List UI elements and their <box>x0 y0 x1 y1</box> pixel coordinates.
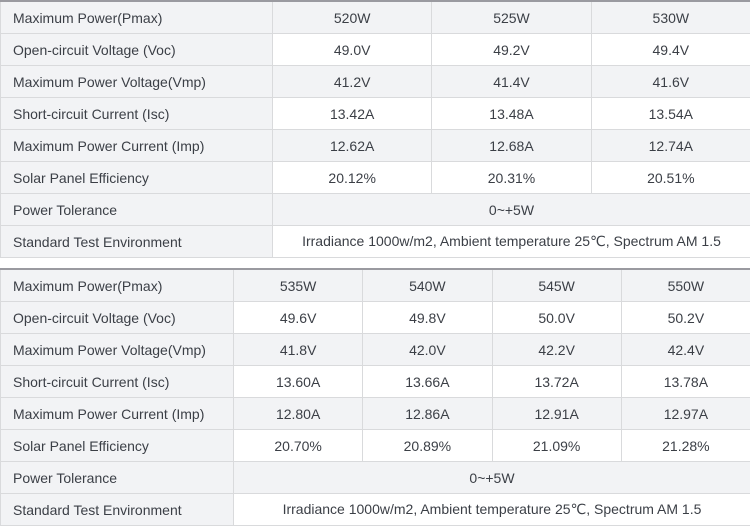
spec-value: 13.78A <box>621 366 750 398</box>
spec-value: 535W <box>234 269 363 302</box>
spec-label: Maximum Power Voltage(Vmp) <box>1 66 273 98</box>
spec-value: 12.86A <box>363 398 492 430</box>
spec-value: 49.4V <box>591 34 750 66</box>
spec-label: Maximum Power(Pmax) <box>1 269 234 302</box>
spec-label: Power Tolerance <box>1 194 273 226</box>
spec-value: 49.8V <box>363 302 492 334</box>
spec-value: 12.91A <box>492 398 621 430</box>
spec-value: 0~+5W <box>273 194 750 226</box>
spec-value: 13.42A <box>273 98 432 130</box>
spec-value: 21.09% <box>492 430 621 462</box>
spec-value: 41.6V <box>591 66 750 98</box>
spec-value: 12.62A <box>273 130 432 162</box>
spec-value: 49.0V <box>273 34 432 66</box>
spec-value: 49.2V <box>432 34 591 66</box>
spec-label: Standard Test Environment <box>1 494 234 526</box>
spec-value: 20.89% <box>363 430 492 462</box>
spec-value: Irradiance 1000w/m2, Ambient temperature… <box>234 494 750 526</box>
spec-label: Solar Panel Efficiency <box>1 162 273 194</box>
spec-label: Solar Panel Efficiency <box>1 430 234 462</box>
spec-value: 13.48A <box>432 98 591 130</box>
spec-value: 50.2V <box>621 302 750 334</box>
spec-value: 12.97A <box>621 398 750 430</box>
spec-value: 525W <box>432 1 591 34</box>
spec-value: 20.51% <box>591 162 750 194</box>
spec-label: Open-circuit Voltage (Voc) <box>1 34 273 66</box>
spec-value: 0~+5W <box>234 462 750 494</box>
spec-value: 49.6V <box>234 302 363 334</box>
spec-label: Short-circuit Current (Isc) <box>1 366 234 398</box>
spec-value: 41.4V <box>432 66 591 98</box>
spec-value: 20.12% <box>273 162 432 194</box>
spec-value: 545W <box>492 269 621 302</box>
spec-value: 13.72A <box>492 366 621 398</box>
spec-value: Irradiance 1000w/m2, Ambient temperature… <box>273 226 750 258</box>
spec-value: 12.68A <box>432 130 591 162</box>
spec-value: 50.0V <box>492 302 621 334</box>
spec-value: 21.28% <box>621 430 750 462</box>
spec-value: 520W <box>273 1 432 34</box>
spec-label: Standard Test Environment <box>1 226 273 258</box>
spec-label: Maximum Power Current (Imp) <box>1 130 273 162</box>
spec-label: Open-circuit Voltage (Voc) <box>1 302 234 334</box>
spec-value: 42.2V <box>492 334 621 366</box>
spec-value: 550W <box>621 269 750 302</box>
spec-value: 42.0V <box>363 334 492 366</box>
spec-value: 540W <box>363 269 492 302</box>
spec-value: 13.54A <box>591 98 750 130</box>
spec-value: 13.66A <box>363 366 492 398</box>
spec-value: 41.2V <box>273 66 432 98</box>
spec-value: 20.31% <box>432 162 591 194</box>
spec-label: Short-circuit Current (Isc) <box>1 98 273 130</box>
spec-label: Maximum Power Current (Imp) <box>1 398 234 430</box>
spec-value: 12.80A <box>234 398 363 430</box>
spec-value: 12.74A <box>591 130 750 162</box>
spec-value: 20.70% <box>234 430 363 462</box>
spec-value: 41.8V <box>234 334 363 366</box>
spec-value: 530W <box>591 1 750 34</box>
spec-value: 13.60A <box>234 366 363 398</box>
spec-label: Power Tolerance <box>1 462 234 494</box>
spec-value: 42.4V <box>621 334 750 366</box>
spec-label: Maximum Power Voltage(Vmp) <box>1 334 234 366</box>
spec-label: Maximum Power(Pmax) <box>1 1 273 34</box>
